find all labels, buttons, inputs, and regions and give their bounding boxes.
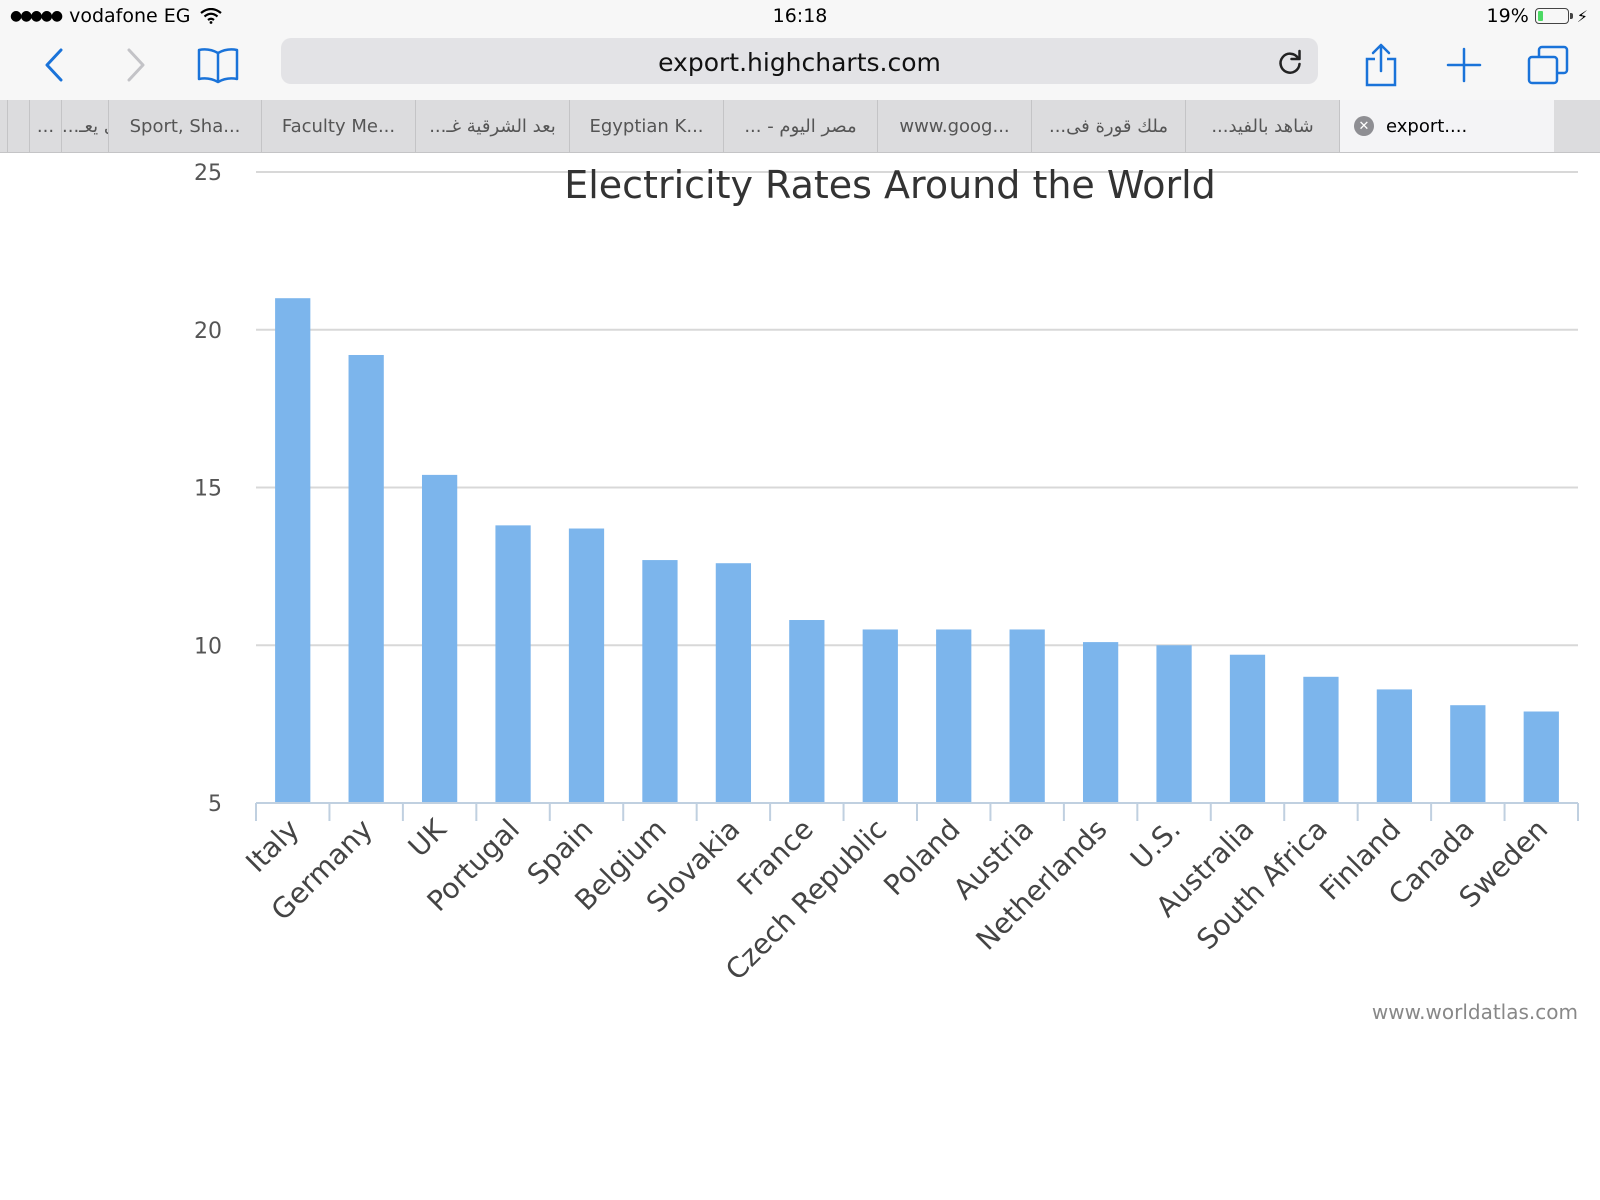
tab[interactable]: ...شاهد بالفيد	[1186, 100, 1340, 152]
reload-icon[interactable]	[1276, 48, 1304, 76]
tab[interactable]: ...ملك قورة فى	[1032, 100, 1186, 152]
charging-icon: ⚡	[1576, 6, 1588, 26]
plus-icon	[1446, 47, 1482, 83]
tab[interactable]: ...	[30, 100, 62, 152]
tabs-icon	[1527, 45, 1569, 85]
x-category-label: UK	[402, 812, 453, 863]
bar[interactable]	[789, 620, 825, 803]
tabs-overview-button[interactable]	[1522, 40, 1574, 90]
tab[interactable]: Sport, Sha...	[109, 100, 262, 152]
y-tick-label: 5	[208, 792, 222, 817]
battery-icon	[1534, 8, 1573, 24]
battery-level-fill	[1537, 11, 1544, 21]
tab-active[interactable]: ✕ export....	[1340, 100, 1554, 152]
share-button[interactable]	[1355, 40, 1407, 90]
y-tick-label: 20	[194, 319, 222, 344]
bookmarks-button[interactable]	[192, 40, 244, 90]
bar[interactable]	[1523, 711, 1559, 803]
browser-toolbar: export.highcharts.com	[0, 34, 1600, 100]
battery-percent: 19%	[1486, 5, 1529, 27]
bar[interactable]	[1082, 642, 1119, 803]
bar[interactable]	[862, 629, 898, 803]
bar[interactable]	[495, 525, 531, 803]
tab[interactable]	[0, 100, 8, 152]
wifi-icon	[200, 8, 223, 24]
y-tick-label: 25	[194, 161, 222, 186]
x-category-label: U.S.	[1124, 813, 1187, 876]
tab[interactable]: ... - مصر اليوم	[724, 100, 878, 152]
bar[interactable]	[1156, 645, 1192, 803]
y-tick-label: 15	[194, 477, 222, 502]
tab[interactable]: ...بعد الشرقية غـ	[416, 100, 570, 152]
bar[interactable]	[1303, 676, 1339, 803]
chart-credit: www.worldatlas.com	[1371, 1000, 1578, 1024]
bar[interactable]	[715, 563, 752, 803]
signal-strength-icon: ●●●●●	[10, 8, 63, 24]
bar[interactable]	[1009, 629, 1045, 803]
chevron-right-icon	[127, 48, 145, 82]
back-button[interactable]	[28, 40, 80, 90]
address-bar[interactable]: export.highcharts.com	[281, 38, 1318, 84]
bar[interactable]	[642, 560, 678, 803]
bar[interactable]	[275, 298, 311, 803]
bar[interactable]	[1450, 705, 1486, 803]
chevron-left-icon	[45, 48, 63, 82]
tab[interactable]: www.goog...	[878, 100, 1032, 152]
tab[interactable]: ...فمدى يعـ	[62, 100, 109, 152]
tab-strip: ... ...فمدى يعـ Sport, Sha... Faculty Me…	[0, 100, 1600, 153]
y-tick-label: 10	[194, 634, 222, 659]
forward-button[interactable]	[110, 40, 162, 90]
tab[interactable]: Egyptian K...	[570, 100, 724, 152]
tab-active-label: export....	[1386, 115, 1468, 137]
x-category-label: Italy	[239, 813, 305, 879]
bar[interactable]	[568, 528, 605, 803]
share-icon	[1365, 43, 1397, 87]
tab[interactable]: Faculty Me...	[262, 100, 416, 152]
bar[interactable]	[1376, 689, 1413, 803]
url-text[interactable]: export.highcharts.com	[658, 48, 941, 77]
bar[interactable]	[1229, 654, 1266, 803]
carrier-name: vodafone EG	[69, 5, 191, 27]
tab[interactable]	[8, 100, 30, 152]
book-icon	[197, 48, 239, 84]
close-tab-icon[interactable]: ✕	[1354, 116, 1374, 136]
bar[interactable]	[348, 354, 384, 803]
chart-title: Electricity Rates Around the World	[564, 163, 1216, 207]
bar[interactable]	[936, 629, 972, 803]
new-tab-button[interactable]	[1438, 40, 1490, 90]
bar[interactable]	[421, 474, 458, 803]
